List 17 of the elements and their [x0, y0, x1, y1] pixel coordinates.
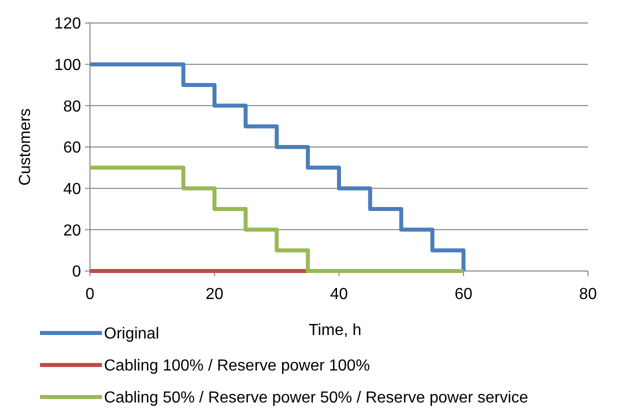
y-tick-label: 100 — [54, 56, 82, 74]
x-tick-label: 60 — [454, 286, 472, 303]
x-tick-label: 0 — [86, 286, 95, 303]
y-tick-label: 60 — [63, 140, 82, 157]
x-axis-title: Time, h — [308, 322, 362, 339]
legend-label: Cabling 100% / Reserve power 100% — [104, 358, 370, 375]
y-tick-label: 20 — [63, 222, 82, 240]
legend-label: Cabling 50% / Reserve power 50% / Reserve power service — [104, 390, 528, 407]
y-tick-label: 80 — [63, 98, 82, 116]
x-tick-label: 20 — [206, 286, 224, 303]
y-tick-label: 0 — [72, 264, 82, 281]
y-tick-label: 120 — [54, 16, 82, 33]
y-axis-title: Customers — [17, 108, 34, 186]
y-tick-label: 40 — [63, 180, 82, 198]
x-tick-label: 80 — [579, 286, 597, 303]
x-tick-label: 40 — [330, 286, 348, 303]
legend-label: Original — [104, 326, 160, 343]
